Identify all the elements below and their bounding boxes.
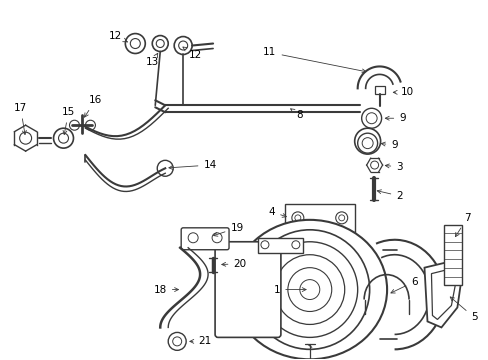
Text: 12: 12 (183, 47, 202, 60)
Text: 14: 14 (168, 160, 216, 170)
Text: 2: 2 (376, 190, 402, 201)
Text: 18: 18 (153, 284, 178, 294)
Text: 1: 1 (273, 284, 305, 294)
Text: 16: 16 (84, 95, 102, 117)
Text: 20: 20 (222, 259, 246, 269)
Text: 15: 15 (62, 107, 75, 135)
FancyBboxPatch shape (181, 228, 228, 250)
Text: 6: 6 (390, 276, 417, 293)
Text: 5: 5 (449, 297, 477, 323)
Text: 8: 8 (290, 109, 303, 120)
Text: 13: 13 (145, 53, 159, 67)
Text: 11: 11 (263, 48, 365, 73)
Bar (374, 86, 384, 94)
Text: 7: 7 (454, 213, 470, 237)
Text: 9: 9 (381, 140, 397, 150)
Bar (258, 238, 302, 253)
Text: 4: 4 (268, 207, 286, 217)
Text: 12: 12 (108, 31, 127, 42)
Polygon shape (424, 262, 461, 328)
Bar (285, 204, 354, 232)
Text: 17: 17 (14, 103, 27, 135)
FancyBboxPatch shape (215, 242, 280, 337)
Bar (444, 225, 462, 285)
Text: 10: 10 (392, 87, 413, 97)
Text: 21: 21 (189, 336, 211, 346)
Text: 19: 19 (213, 223, 243, 236)
Ellipse shape (232, 220, 386, 359)
Text: 3: 3 (385, 162, 402, 172)
Text: 9: 9 (385, 113, 405, 123)
